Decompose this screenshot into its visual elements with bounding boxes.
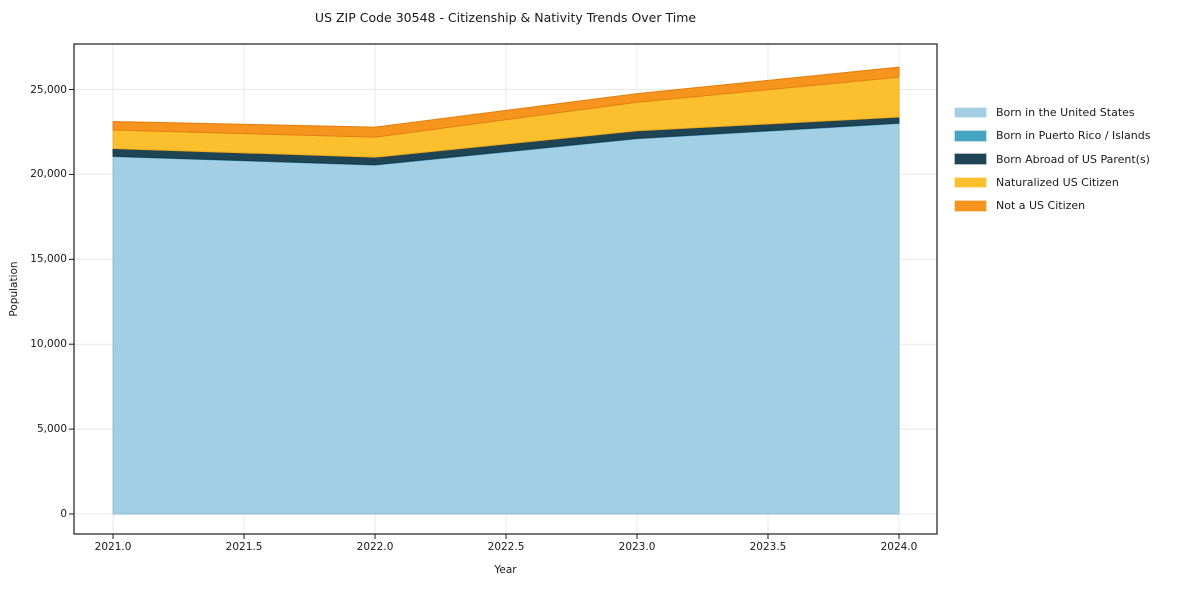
- legend-item: Not a US Citizen: [954, 194, 1150, 217]
- y-tick-label: 20,000: [30, 168, 67, 181]
- legend-item: Naturalized US Citizen: [954, 171, 1150, 194]
- legend-label: Born in the United States: [996, 106, 1135, 120]
- y-tick-label: 15,000: [30, 253, 67, 266]
- legend: Born in the United States Born in Puerto …: [954, 101, 1150, 217]
- x-tick-label: 2022.0: [356, 541, 394, 553]
- area-born-in-the-united-states: [112, 122, 900, 515]
- x-tick-label: 2022.5: [487, 541, 525, 553]
- y-tick-label: 10,000: [30, 338, 67, 351]
- legend-label: Not a US Citizen: [996, 199, 1086, 213]
- legend-item: Born Abroad of US Parent(s): [954, 148, 1150, 171]
- legend-label: Naturalized US Citizen: [996, 176, 1119, 190]
- x-tick-label: 2023.0: [618, 541, 656, 553]
- x-tick-label: 2021.5: [225, 541, 263, 553]
- x-axis-label: Year: [494, 564, 517, 576]
- legend-item: Born in the United States: [954, 101, 1150, 124]
- chart-title: US ZIP Code 30548 - Citizenship & Nativi…: [314, 10, 697, 25]
- y-tick-label: 5,000: [36, 423, 67, 436]
- area-not-a-us-citizen: [112, 66, 900, 138]
- legend-label: Born Abroad of US Parent(s): [996, 152, 1150, 166]
- legend-item: Born in Puerto Rico / Islands: [954, 124, 1150, 147]
- legend-swatch-icon: [954, 106, 987, 119]
- legend-label: Born in Puerto Rico / Islands: [996, 129, 1151, 143]
- y-tick-label: 0: [60, 507, 67, 520]
- legend-swatch-icon: [954, 200, 987, 212]
- x-tick-label: 2021.0: [94, 541, 132, 553]
- x-tick-label: 2024.0: [880, 541, 918, 553]
- legend-swatch-icon: [954, 130, 987, 142]
- legend-swatch-icon: [954, 153, 987, 165]
- x-tick-label: 2023.5: [749, 541, 787, 553]
- axes-box: [73, 43, 938, 535]
- y-tick-label: 25,000: [30, 83, 67, 96]
- legend-swatch-icon: [954, 176, 987, 189]
